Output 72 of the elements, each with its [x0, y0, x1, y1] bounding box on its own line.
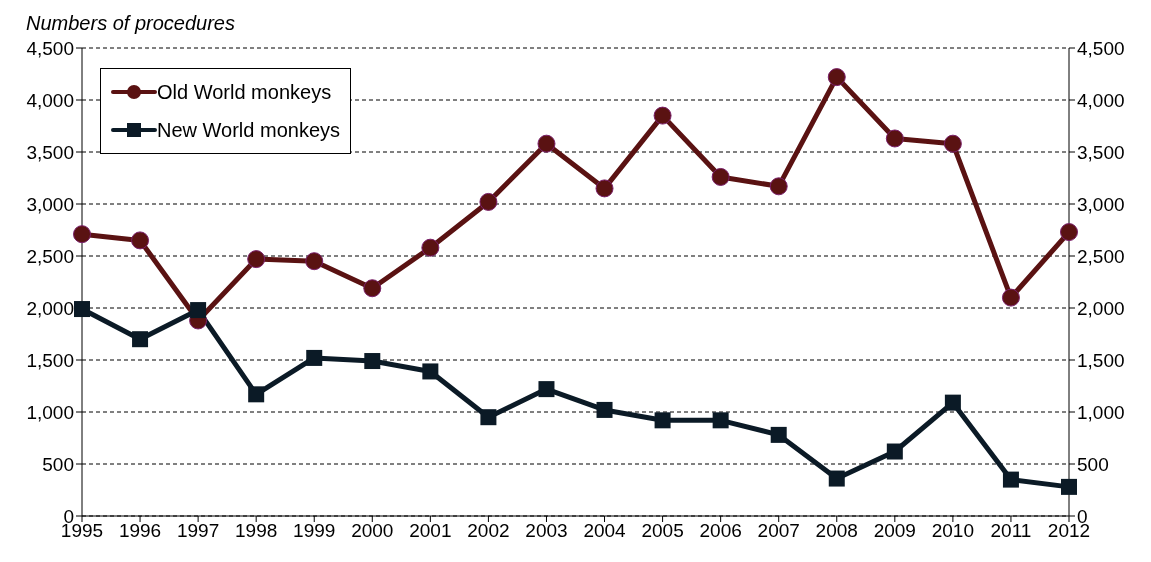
x-tick-label: 1997	[176, 520, 220, 542]
point	[653, 106, 672, 125]
point	[305, 252, 324, 271]
point	[711, 167, 730, 186]
x-tick-label: 2002	[467, 520, 510, 542]
point	[885, 129, 904, 148]
point	[712, 412, 729, 429]
y2-tick-label: 500	[1077, 453, 1109, 475]
y2-tick-label: 3,000	[1077, 193, 1125, 215]
point	[1061, 478, 1077, 495]
x-tick-label: 2000	[351, 520, 394, 542]
point	[886, 443, 903, 460]
point	[1002, 471, 1019, 488]
x-tick-label: 2001	[409, 520, 452, 542]
y2-tick-label: 1,000	[1077, 401, 1125, 423]
y-tick-label: 4,500	[26, 37, 74, 59]
point	[943, 134, 962, 153]
y-tick-label: 4,000	[26, 89, 74, 111]
y-tick-label: 2,000	[26, 297, 74, 319]
legend-label: Old World monkeys	[157, 80, 332, 104]
point	[248, 386, 265, 403]
point	[421, 238, 440, 257]
x-tick-label: 2010	[931, 520, 975, 542]
x-tick-label: 2009	[873, 520, 916, 542]
x-tick-label: 1998	[235, 520, 278, 542]
point	[769, 177, 788, 196]
x-tick-label: 2007	[757, 520, 800, 542]
y-tick-label: 1,500	[26, 349, 74, 371]
point	[364, 353, 381, 370]
point	[73, 225, 91, 244]
point	[770, 426, 787, 443]
point	[1060, 223, 1078, 242]
x-tick-label: 2003	[525, 520, 568, 542]
x-tick-label: 1996	[118, 520, 162, 542]
x-tick-label: 1999	[293, 520, 336, 542]
y2-tick-label: 2,500	[1077, 245, 1125, 267]
y-tick-label: 3,000	[26, 193, 74, 215]
y-tick-label: 500	[42, 453, 74, 475]
point	[479, 192, 498, 211]
legend-label: New World monkeys	[157, 118, 341, 142]
point	[828, 470, 845, 487]
point	[827, 68, 846, 87]
point	[595, 179, 614, 198]
y2-tick-label: 2,000	[1077, 297, 1125, 319]
y-axis-title: Numbers of procedures	[26, 12, 235, 35]
y2-tick-label: 1,500	[1077, 349, 1125, 371]
point	[1001, 288, 1020, 307]
y-tick-label: 2,500	[26, 245, 74, 267]
point	[422, 363, 439, 380]
x-tick-label: 2006	[699, 520, 742, 542]
point	[654, 412, 671, 429]
x-tick-label: 2004	[583, 520, 627, 542]
x-tick-label: 2005	[641, 520, 684, 542]
point	[247, 250, 266, 269]
x-tick-label: 2011	[990, 520, 1032, 542]
point	[480, 409, 497, 426]
point	[306, 349, 323, 366]
y2-tick-label: 4,500	[1077, 37, 1125, 59]
point	[537, 134, 556, 153]
y-tick-label: 1,000	[26, 401, 74, 423]
x-tick-label: 2008	[815, 520, 858, 542]
point	[131, 231, 150, 250]
point	[944, 394, 961, 411]
point	[363, 279, 382, 298]
point	[132, 331, 149, 348]
y-tick-label: 3,500	[26, 141, 74, 163]
point	[538, 381, 555, 398]
y2-tick-label: 4,000	[1077, 89, 1125, 111]
point	[190, 302, 207, 319]
point	[74, 301, 90, 318]
point	[596, 401, 613, 418]
y2-tick-label: 3,500	[1077, 141, 1125, 163]
